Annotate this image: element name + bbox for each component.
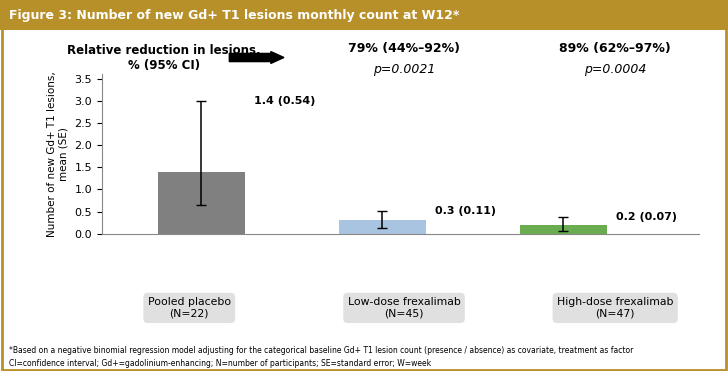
Text: 0.3 (0.11): 0.3 (0.11) (435, 206, 496, 216)
Text: p=0.0021: p=0.0021 (373, 63, 435, 76)
Bar (339, 220, 426, 234)
Bar (158, 172, 245, 234)
Text: Relative reduction in lesions,
% (95% CI): Relative reduction in lesions, % (95% CI… (67, 43, 261, 72)
Text: Pooled placebo
(N=22): Pooled placebo (N=22) (148, 297, 231, 319)
Text: 89% (62%–97%): 89% (62%–97%) (559, 42, 671, 55)
Text: 0.2 (0.07): 0.2 (0.07) (616, 212, 676, 222)
Text: CI=confidence interval; Gd+=gadolinium-enhancing; N=number of participants; SE=s: CI=confidence interval; Gd+=gadolinium-e… (9, 359, 432, 368)
Text: 1.4 (0.54): 1.4 (0.54) (254, 96, 315, 106)
Bar (520, 225, 606, 234)
Y-axis label: Number of new Gd+ T1 lesions,
mean (SE): Number of new Gd+ T1 lesions, mean (SE) (47, 71, 69, 237)
Text: Figure 3: Number of new Gd+ T1 lesions monthly count at W12*: Figure 3: Number of new Gd+ T1 lesions m… (9, 9, 460, 22)
Text: 79% (44%–92%): 79% (44%–92%) (348, 42, 460, 55)
Text: High-dose frexalimab
(N=47): High-dose frexalimab (N=47) (557, 297, 673, 319)
Text: Low-dose frexalimab
(N=45): Low-dose frexalimab (N=45) (347, 297, 461, 319)
Text: *Based on a negative binomial regression model adjusting for the categorical bas: *Based on a negative binomial regression… (9, 346, 634, 355)
Text: p=0.0004: p=0.0004 (584, 63, 646, 76)
